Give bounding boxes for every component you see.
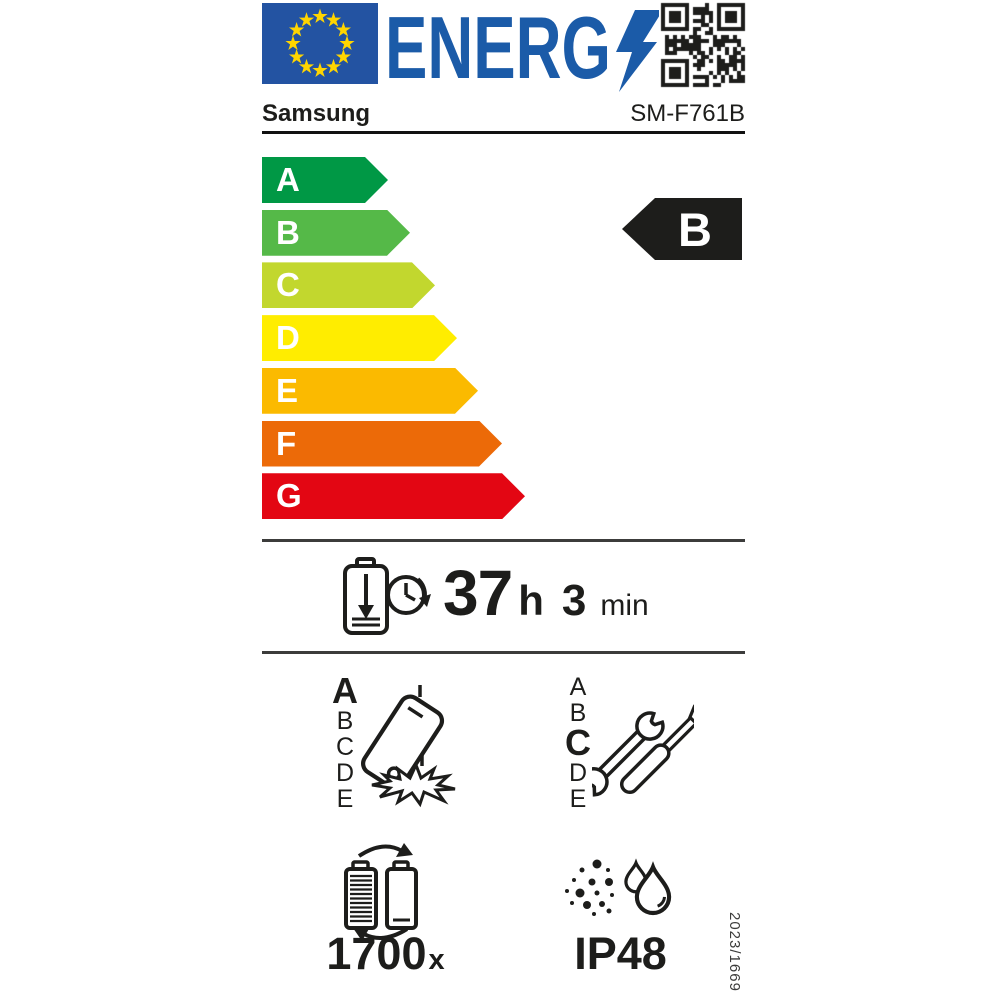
energy-class-bar-C: C xyxy=(262,262,435,308)
drop-scale-letter-E: E xyxy=(336,785,354,813)
energy-class-bar-E: E xyxy=(262,368,478,414)
brand-underline xyxy=(262,131,745,134)
energy-class-bar-B: B xyxy=(262,210,410,256)
brand-name: Samsung xyxy=(262,100,371,127)
eu-flag-icon xyxy=(262,3,378,84)
repair-scale-letter-D: D xyxy=(568,759,588,787)
eu-flag-stars xyxy=(285,8,355,77)
battery-cycles-unit: x xyxy=(428,944,445,976)
battery-clock-icon xyxy=(343,557,431,635)
drop-scale-letter-B: B xyxy=(336,707,354,735)
battery-endurance: 37 h 3 min xyxy=(443,556,649,629)
energy-class-bar-label: A xyxy=(276,161,300,198)
repair-scale-letter-A: A xyxy=(569,673,587,701)
energy-class-bar-label: G xyxy=(276,477,302,515)
energy-class-bar-label: F xyxy=(276,424,297,462)
energy-rating-arrow: B xyxy=(622,198,742,260)
energy-class-bar-label: C xyxy=(276,266,300,304)
drop-scale-letter-D: D xyxy=(335,759,355,787)
endurance-minutes-unit: min xyxy=(600,589,649,622)
ip-rating: IP48 xyxy=(574,928,667,979)
energy-class-bar-label: E xyxy=(276,371,299,409)
regulation-number: 2023/1669 xyxy=(726,912,743,992)
energ-logo: ENERG xyxy=(385,2,663,96)
repair-scale-letter-B: B xyxy=(569,699,587,727)
qr-code xyxy=(659,1,747,89)
repair-scale-letter-E: E xyxy=(569,785,587,813)
drop-scale-letter-C: C xyxy=(335,733,355,761)
drop-scale-letter-A: A xyxy=(332,670,358,711)
energy-class-bar-D: D xyxy=(262,315,457,361)
energy-rating-letter: B xyxy=(678,202,712,256)
phone-drop-icon xyxy=(361,685,456,808)
battery-cycles: 1700 x xyxy=(318,928,453,980)
battery-cycle-icon xyxy=(344,843,418,941)
brand-row: Samsung SM-F761B xyxy=(262,100,745,128)
endurance-minutes: 3 xyxy=(561,576,587,625)
model-number: SM-F761B xyxy=(630,100,745,127)
energy-class-bar-F: F xyxy=(262,421,502,467)
lightning-bolt-icon xyxy=(616,10,663,92)
energy-class-bar-G: G xyxy=(262,473,525,519)
battery-cycles-value: 1700 xyxy=(326,928,427,979)
repair-scale-letter-C: C xyxy=(565,722,591,763)
energy-class-bar-label: D xyxy=(276,319,300,357)
divider-top xyxy=(262,539,745,542)
endurance-hours: 37 xyxy=(443,557,513,629)
energy-class-bar-label: B xyxy=(276,213,300,251)
endurance-hours-unit: h xyxy=(518,577,544,624)
tools-icon xyxy=(592,704,694,797)
dust-water-icon xyxy=(565,858,672,916)
divider-bottom xyxy=(262,651,745,654)
energ-logo-text: ENERG xyxy=(385,2,611,96)
energy-class-bar-A: A xyxy=(262,157,388,203)
